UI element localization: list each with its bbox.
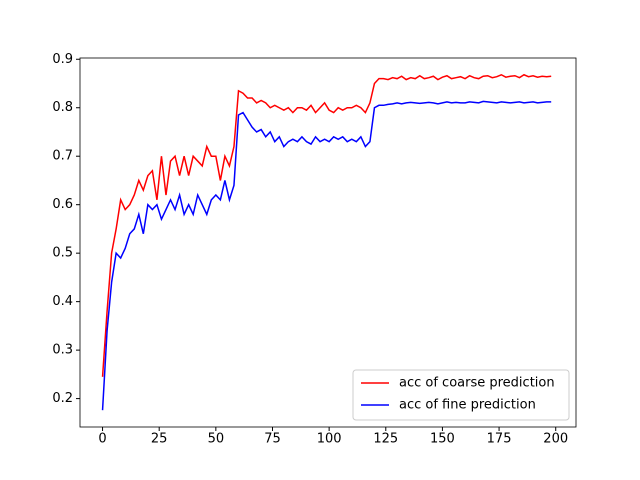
x-tick-label: 150 [430,432,455,447]
y-tick-label: 0.9 [52,52,73,67]
legend-box [352,369,570,421]
y-tick-label: 0.8 [52,100,73,115]
x-tick-label: 125 [373,432,398,447]
legend-label: acc of fine prediction [399,398,536,413]
axes-frame [79,57,577,428]
y-tick-label: 0.2 [52,391,73,406]
legend-label: acc of coarse prediction [399,376,555,391]
series-line [101,100,552,411]
x-tick-label: 0 [98,432,106,447]
y-tick-label: 0.3 [52,343,73,358]
y-tick-label: 0.5 [52,246,73,261]
x-tick-label: 75 [264,432,281,447]
x-tick-label: 175 [487,432,512,447]
series-line [101,73,552,377]
x-tick-label: 200 [543,432,568,447]
x-tick-label: 50 [208,432,225,447]
x-tick-label: 100 [317,432,342,447]
y-tick-label: 0.6 [52,197,73,212]
x-tick-label: 25 [151,432,168,447]
y-tick-label: 0.7 [52,149,73,164]
y-tick-label: 0.4 [52,294,73,309]
